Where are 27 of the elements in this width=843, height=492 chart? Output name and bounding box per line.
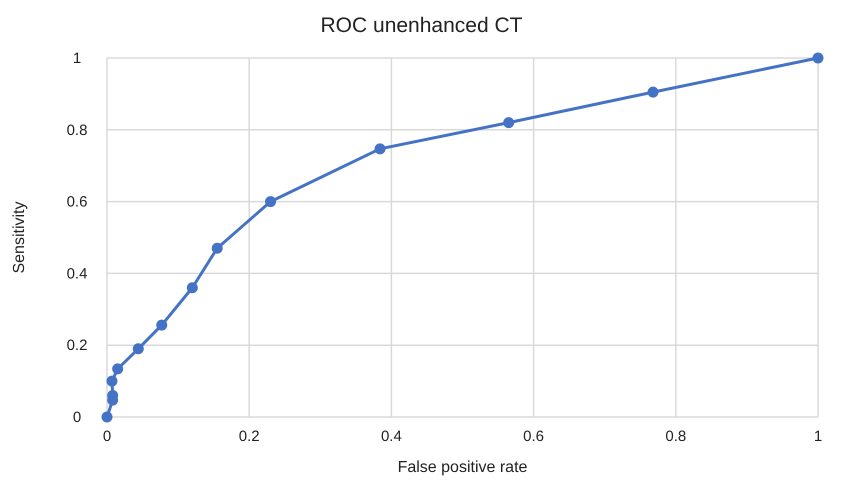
x-tick-label: 0 — [102, 428, 112, 445]
y-axis-title: Sensitivity — [11, 201, 28, 274]
point — [374, 143, 386, 154]
y-tick-label: 0.8 — [66, 122, 88, 139]
point — [102, 412, 112, 422]
y-tick-label: 1 — [72, 50, 82, 67]
point — [648, 86, 659, 98]
point — [156, 320, 168, 331]
point — [265, 196, 276, 208]
x-tick-label: 0.8 — [665, 428, 686, 445]
chart-title: ROC unenhanced CT — [320, 14, 523, 37]
point — [212, 242, 223, 254]
x-tick-label: 1 — [814, 428, 822, 445]
point — [812, 52, 824, 64]
x-tick-label: 0.6 — [523, 428, 544, 445]
y-tick-label: 0.4 — [66, 265, 88, 282]
x-tick-label: 0.4 — [380, 428, 402, 445]
point — [132, 343, 144, 354]
point — [112, 363, 124, 374]
x-axis-title: False positive rate — [398, 459, 528, 476]
point — [503, 117, 514, 128]
point — [106, 376, 118, 387]
y-tick-label: 0 — [72, 409, 82, 426]
y-tick-label: 0.2 — [66, 337, 88, 354]
y-tick-label: 0.6 — [66, 194, 88, 211]
x-tick-label: 0.2 — [238, 428, 260, 445]
point — [186, 282, 198, 294]
